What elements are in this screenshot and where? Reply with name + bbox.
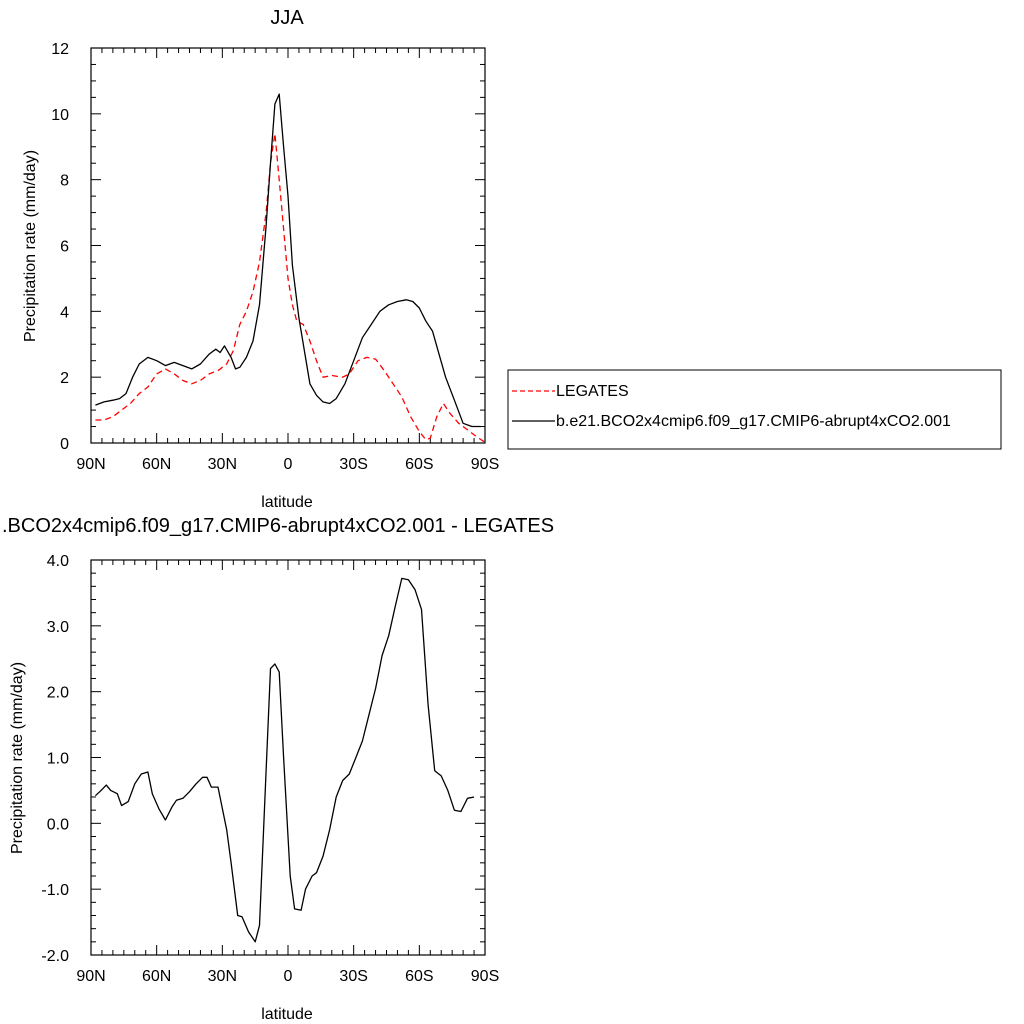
bottom-panel: .BCO2x4cmip6.f09_g17.CMIP6-abrupt4xCO2.0… [2,515,554,1023]
top-y-tick-label: 8 [60,173,69,190]
bottom-y-tick-label: 3.0 [47,619,69,636]
top-y-tick-label: 12 [51,41,69,58]
bottom-x-tick-label: 90N [76,968,105,985]
bottom-plot-area: 90N 60N 30N 0 30S 60S 90S -2.0 -1.0 0.0 1.0 2.0 3.0 4… [41,553,499,985]
top-plot-frame [90,47,486,444]
top-y-tick-label: 2 [60,370,69,387]
top-x-tick-label: 30N [208,456,237,473]
top-y-axis-label: Precipitation rate (mm/day) [22,150,39,342]
bottom-y-axis-label: Precipitation rate (mm/day) [9,662,26,854]
bottom-series-line-model [94,577,475,943]
bottom-chart-title: .BCO2x4cmip6.f09_g17.CMIP6-abrupt4xCO2.0… [2,515,554,537]
bottom-x-tick-label: 0 [284,968,293,985]
legend-box [507,369,1002,450]
bottom-y-tick-label: -2.0 [41,948,69,965]
top-x-tick-label: 30S [339,456,367,473]
top-x-axis-label: latitude [261,494,313,511]
bottom-y-tick-label: 2.0 [47,685,69,702]
top-plot-area: 90N 60N 30N 0 30S 60S 90S 0 2 4 6 8 10 12 [51,41,499,473]
bottom-y-tick-label: 0.0 [47,816,69,833]
bottom-y-tick-label: 1.0 [47,751,69,768]
bottom-y-tick-label: 4.0 [47,553,69,570]
bottom-x-axis-label: latitude [261,1006,313,1023]
bottom-y-tick-label: -1.0 [41,882,69,899]
bottom-x-tick-label: 30N [208,968,237,985]
top-chart-title: JJA [270,7,304,29]
bottom-x-tick-label: 60S [405,968,433,985]
top-x-tick-label: 0 [284,456,293,473]
top-y-tick-label: 0 [60,436,69,453]
top-x-tick-label: 60S [405,456,433,473]
top-series-line-legates [95,132,486,443]
bottom-x-tick-label: 90S [471,968,499,985]
legend-legates-label: LEGATES [556,383,629,400]
top-x-tick-label: 60N [142,456,171,473]
bottom-x-tick-label: 30S [339,968,367,985]
bottom-x-tick-label: 60N [142,968,171,985]
top-legend: LEGATES b.e21.BCO2x4cmip6.f09_g17.CMIP6-… [507,369,1002,450]
top-x-tick-label: 90S [471,456,499,473]
top-x-tick-label: 90N [76,456,105,473]
legend-model-label: b.e21.BCO2x4cmip6.f09_g17.CMIP6-abrupt4x… [556,413,951,430]
top-y-tick-label: 10 [51,107,69,124]
top-panel: JJA 90N 60N 30N 0 30S 60S 90S 0 2 4 6 8 10 12 latitud… [22,7,1002,511]
top-series-line-model [95,93,481,428]
top-y-tick-label: 6 [60,239,69,256]
top-y-tick-label: 4 [60,304,69,321]
bottom-plot-frame [90,559,486,956]
